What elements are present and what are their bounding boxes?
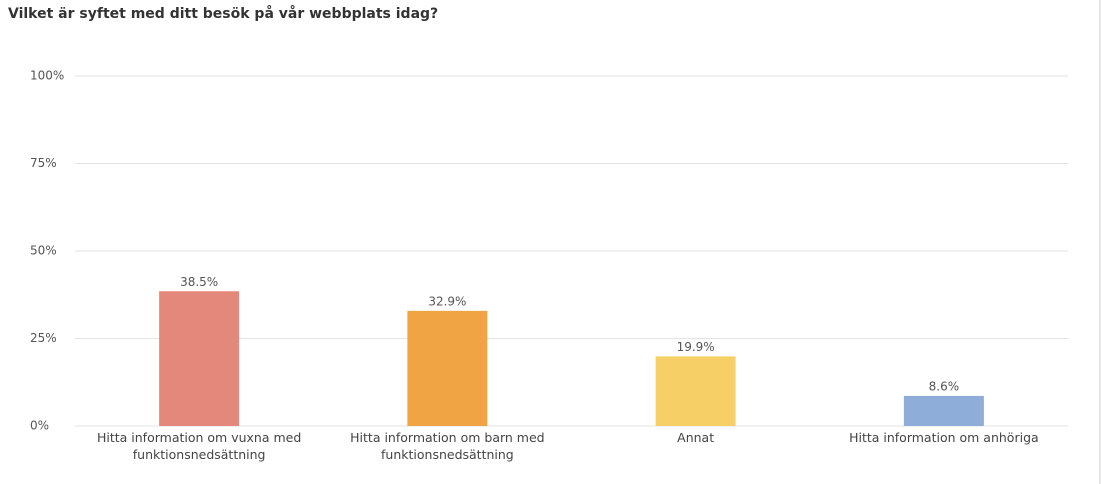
value-label: 8.6% xyxy=(929,379,960,393)
y-tick-label: 75% xyxy=(30,156,57,170)
value-label: 32.9% xyxy=(428,294,466,308)
y-tick-label: 0% xyxy=(30,419,49,433)
y-tick-label: 25% xyxy=(30,331,57,345)
bar xyxy=(407,310,488,426)
y-tick-label: 50% xyxy=(30,244,57,258)
value-label: 38.5% xyxy=(180,275,218,289)
bar xyxy=(903,395,984,426)
bar xyxy=(655,356,736,426)
value-label: 19.9% xyxy=(677,340,715,354)
chart-title: Vilket är syftet med ditt besök på vår w… xyxy=(8,6,439,22)
x-tick-label: Hitta information om anhöriga xyxy=(849,430,1039,445)
bar xyxy=(159,291,240,426)
y-tick-label: 100% xyxy=(30,69,64,83)
x-tick-label: Hitta information om vuxna med funktions… xyxy=(96,430,302,462)
x-tick-label: Hitta information om barn med funktionsn… xyxy=(350,430,545,462)
x-tick-label: Annat xyxy=(677,430,715,445)
